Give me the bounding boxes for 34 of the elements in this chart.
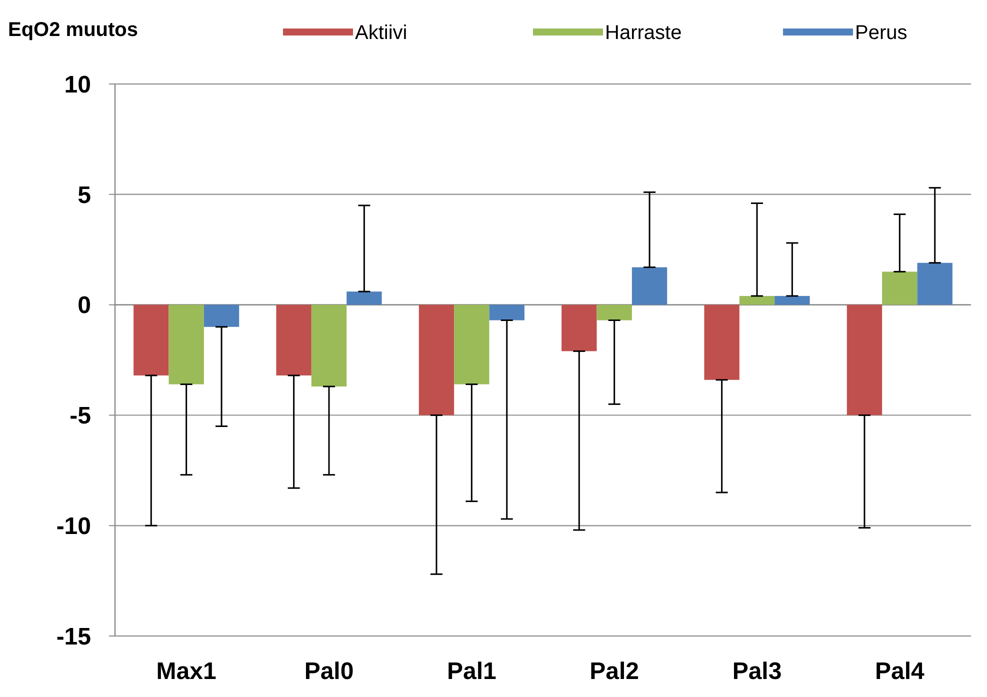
bar [134, 304, 169, 376]
bar [562, 304, 597, 352]
y-tick-label: 0 [78, 292, 91, 320]
y-tick-label: 5 [78, 182, 91, 209]
bar [418, 304, 454, 416]
bar [204, 304, 240, 327]
bar [704, 304, 740, 380]
x-tick-label: Pal1 [446, 658, 496, 685]
x-tick-label: Pal4 [874, 658, 926, 685]
legend-label: Harraste [605, 22, 682, 44]
y-tick-label: -10 [56, 513, 91, 540]
bar [454, 304, 490, 384]
x-tick-label: Pal3 [732, 658, 782, 685]
y-tick-label: 10 [64, 71, 91, 98]
legend-label: Perus [855, 22, 908, 44]
bar [739, 296, 775, 305]
y-tick-label: -15 [56, 623, 91, 650]
bar [596, 304, 632, 320]
x-tick-label: Pal2 [590, 658, 640, 685]
y-tick-label: -5 [70, 402, 91, 430]
bar [917, 262, 952, 305]
bar [311, 304, 347, 386]
bar [276, 304, 312, 376]
bar [774, 296, 810, 305]
bar [346, 292, 382, 305]
bar [168, 304, 204, 384]
x-tick-label: Pal0 [304, 658, 354, 685]
bar [882, 272, 918, 305]
chart-title: EqO2 muutos [8, 19, 138, 41]
x-tick-label: Max1 [156, 658, 216, 685]
bar [846, 304, 882, 416]
bar [489, 304, 524, 320]
bar [632, 267, 668, 305]
legend-label: Aktiivi [355, 22, 408, 44]
